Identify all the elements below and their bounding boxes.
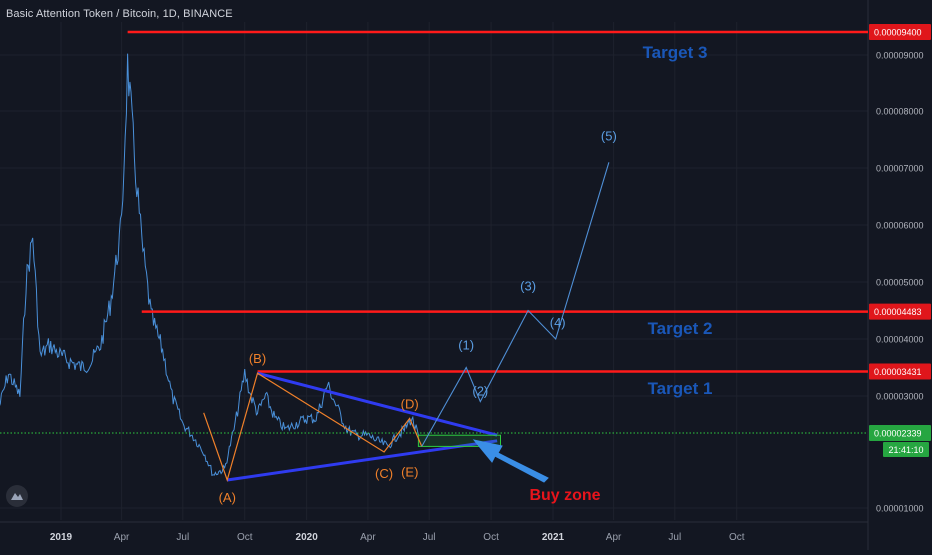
buy-zone-box (417, 434, 502, 447)
tradingview-logo-icon[interactable] (6, 485, 28, 507)
wave-label-4: (4) (550, 315, 566, 330)
wave-label-c: (C) (375, 466, 393, 481)
y-tick-label: 0.00006000 (876, 221, 924, 231)
symbol-title: Basic Attention Token / Bitcoin, 1D, BIN… (6, 8, 233, 20)
buy-zone-label: Buy zone (529, 487, 600, 504)
target-price-tag (869, 24, 931, 40)
wave-label-5: (5) (601, 128, 617, 143)
target-price-tag-label: 0.00004483 (874, 307, 922, 317)
countdown-tag-label: 21:41:10 (888, 445, 923, 455)
y-tick-label: 0.00005000 (876, 278, 924, 288)
wave-label-b: (B) (249, 351, 266, 366)
y-tick-label: 0.00001000 (876, 504, 924, 514)
y-tick-label: 0.00008000 (876, 107, 924, 117)
target-price-tag-label: 0.00009400 (874, 28, 922, 38)
wave-label-d: (D) (401, 396, 419, 411)
x-tick-label: Apr (114, 532, 130, 543)
wave-label-3: (3) (520, 279, 536, 294)
x-tick-label: Oct (483, 532, 499, 543)
target-label: Target 3 (643, 43, 708, 62)
corrective-wave-line (203, 372, 423, 482)
target-price-tag (869, 363, 931, 380)
buy-zone-arrow-icon (472, 439, 549, 483)
wave-label-1: (1) (458, 338, 474, 353)
y-tick-label: 0.00003000 (876, 392, 924, 402)
y-tick-label: 0.00009000 (876, 51, 924, 61)
x-tick-label: Apr (360, 532, 376, 543)
current-price-tag-label: 0.00002339 (874, 428, 922, 438)
target-price-tag-label: 0.00003431 (874, 367, 922, 377)
x-tick-label: Jul (668, 532, 681, 543)
x-tick-label: 2020 (296, 532, 319, 543)
x-tick-label: Apr (606, 532, 622, 543)
x-tick-label: 2019 (50, 532, 73, 543)
x-tick-label: Jul (423, 532, 436, 543)
current-price-tag (869, 424, 931, 441)
triangle-trendline (257, 371, 498, 437)
triangle-trendline (227, 439, 498, 482)
target-label: Target 1 (648, 379, 713, 398)
x-tick-label: Jul (176, 532, 189, 543)
y-tick-label: 0.00004000 (876, 335, 924, 345)
wave-label-e: (E) (401, 464, 418, 479)
countdown-tag (883, 441, 929, 457)
target-price-tag (869, 303, 931, 320)
x-tick-label: 2021 (542, 532, 565, 543)
y-tick-label: 0.00007000 (876, 164, 924, 174)
target-label: Target 2 (648, 319, 713, 338)
projection-wave-line (421, 162, 610, 447)
price-series-line (0, 53, 419, 477)
x-tick-label: Oct (729, 532, 745, 543)
wave-label-a: (A) (219, 490, 236, 505)
wave-label-2: (2) (472, 384, 488, 399)
x-tick-label: Oct (237, 532, 253, 543)
